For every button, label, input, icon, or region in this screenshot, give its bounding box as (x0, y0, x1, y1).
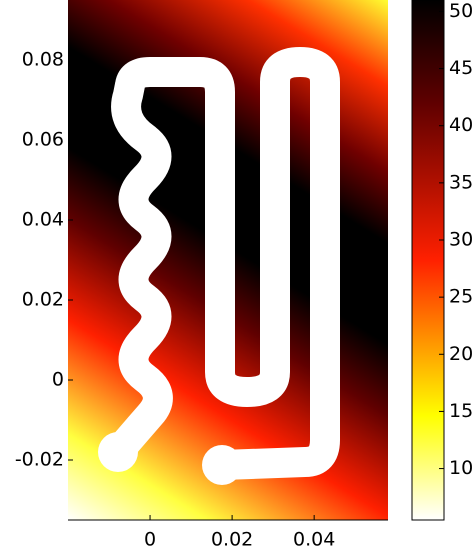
y-tick-label: 0.02 (22, 289, 64, 311)
y-tick-label: 0.06 (22, 129, 64, 151)
colorbar-tick-label: 10 (449, 457, 473, 479)
channel (103, 47, 340, 480)
x-tick-label: 0.02 (211, 529, 253, 549)
colorbar-tick-label: 15 (449, 400, 473, 422)
channel-inlet (98, 432, 138, 472)
colorbar-tick-label: 30 (449, 229, 473, 251)
colorbar-tick-label: 45 (449, 57, 473, 79)
colorbar-tick-label: 35 (449, 171, 473, 193)
colorbar (411, 0, 445, 521)
y-tick-label: -0.02 (15, 449, 64, 471)
y-tick-label: 0.04 (22, 209, 64, 231)
plot-area (68, 0, 388, 521)
x-tick-label: 0 (144, 529, 156, 549)
y-tick-label: 0.08 (22, 49, 64, 71)
colorbar-tick-label: 40 (449, 114, 473, 136)
channel-outlet (202, 445, 242, 485)
colorbar-tick-label: 50 (449, 0, 473, 22)
y-tick-label: 0 (52, 369, 64, 391)
colorbar-tick-label: 20 (449, 343, 473, 365)
x-tick-label: 0.04 (293, 529, 335, 549)
colorbar-tick-label: 25 (449, 286, 473, 308)
